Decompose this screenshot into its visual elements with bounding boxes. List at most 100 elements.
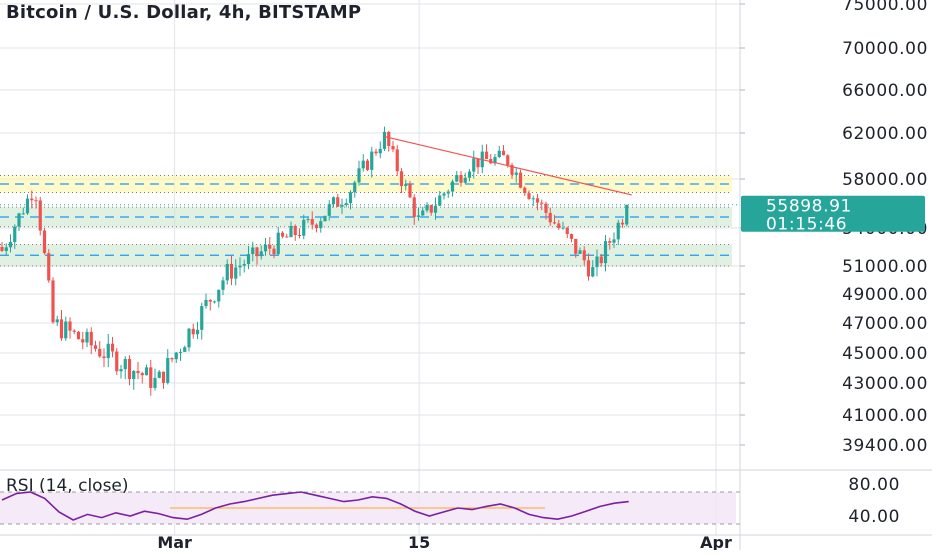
candle-body <box>319 221 323 229</box>
candle-body <box>59 319 64 339</box>
candle-body <box>552 222 557 224</box>
price-tick-label: 51000.00 <box>842 257 928 277</box>
candle-body <box>170 358 174 360</box>
candle-body <box>608 241 612 243</box>
candle-body <box>263 244 268 252</box>
candle-body <box>514 172 518 175</box>
candle-body <box>8 242 13 248</box>
candle-body <box>404 184 408 186</box>
candle-body <box>429 205 433 213</box>
candle-body <box>68 321 72 331</box>
candle-body <box>280 232 285 237</box>
candle-body <box>467 171 472 178</box>
candle-body <box>276 232 280 255</box>
price-zones <box>0 175 732 267</box>
candle-body <box>38 200 42 231</box>
price-axis[interactable]: 75000.00 70000.00 66000.00 62000.00 58000.00… <box>739 0 928 550</box>
candles <box>0 126 740 396</box>
candle-body <box>459 174 463 183</box>
candle-body <box>310 218 314 225</box>
candle-body <box>365 160 370 170</box>
candle-body <box>208 299 212 302</box>
candle-body <box>357 168 361 183</box>
candle-body <box>225 263 229 281</box>
candle-body <box>595 256 599 268</box>
candle-body <box>442 193 446 196</box>
candle-body <box>157 371 161 378</box>
candle-body <box>391 145 395 150</box>
candle-body <box>72 330 76 332</box>
candle-body <box>416 215 421 217</box>
trendline-layer[interactable] <box>384 135 632 196</box>
candle-body <box>599 256 603 264</box>
candle-body <box>361 160 365 169</box>
candle-body <box>302 219 306 236</box>
candle-body <box>463 177 467 183</box>
candle-body <box>578 250 582 254</box>
candle-body <box>242 264 246 266</box>
candle-body <box>336 197 340 207</box>
candle-body <box>102 356 106 359</box>
candle-body <box>17 213 21 227</box>
candle-body <box>178 351 183 353</box>
candle-body <box>348 192 353 204</box>
candle-body <box>166 358 170 383</box>
candle-body <box>450 181 455 192</box>
candle-body <box>212 301 217 303</box>
candle-body <box>438 195 442 206</box>
candle-body <box>289 225 293 238</box>
countdown-label: 01:15:46 <box>766 215 847 235</box>
candle-body <box>85 331 89 343</box>
candle-body <box>510 164 514 175</box>
candle-body <box>574 238 578 254</box>
rsi-title: RSI (14, close) <box>6 476 129 496</box>
candle-body <box>272 248 276 255</box>
candle-body <box>531 198 535 200</box>
candle-body <box>387 131 391 146</box>
candle-body <box>221 280 225 290</box>
candle-body <box>374 151 378 154</box>
candle-body <box>140 373 144 376</box>
candle-body <box>297 234 302 236</box>
candle-body <box>540 202 544 204</box>
candle-body <box>523 187 527 194</box>
candle-body <box>64 321 68 339</box>
candle-body <box>81 339 85 343</box>
candle-body <box>255 247 259 257</box>
price-tick-label: 43000.00 <box>842 374 928 394</box>
rsi-tick-label: 80.00 <box>848 475 900 495</box>
candle-body <box>582 250 586 261</box>
candle-body <box>144 367 149 376</box>
candle-body <box>93 345 98 349</box>
rsi-line <box>1 491 629 521</box>
price-tick-label: 70000.00 <box>842 39 928 59</box>
price-tick-label: 39400.00 <box>842 436 928 456</box>
time-label: 15 <box>408 533 430 550</box>
rsi-panel: 80.00 40.00 <box>0 469 932 536</box>
candle-body <box>353 182 357 193</box>
price-tick-label: 45000.00 <box>842 344 928 364</box>
candle-body <box>55 319 59 323</box>
time-axis[interactable]: Mar 15 Apr <box>157 533 732 552</box>
candle-body <box>331 197 336 205</box>
candle-body <box>25 198 30 214</box>
candle-body <box>234 267 238 279</box>
candle-body <box>323 215 327 222</box>
candle-body <box>153 377 157 388</box>
candle-body <box>229 263 234 279</box>
candle-body <box>51 280 55 323</box>
candle-body <box>174 352 178 360</box>
candle-body <box>30 198 34 201</box>
time-label: Mar <box>157 533 192 550</box>
candle-body <box>183 347 187 352</box>
trendline[interactable] <box>384 135 632 196</box>
candle-body <box>399 171 404 186</box>
candle-body <box>412 197 416 217</box>
candle-body <box>136 371 140 374</box>
last-price-badge-bg <box>741 195 925 232</box>
price-tick-label: 58000.00 <box>842 170 928 190</box>
candle-body <box>425 205 429 211</box>
candle-body <box>106 343 110 359</box>
